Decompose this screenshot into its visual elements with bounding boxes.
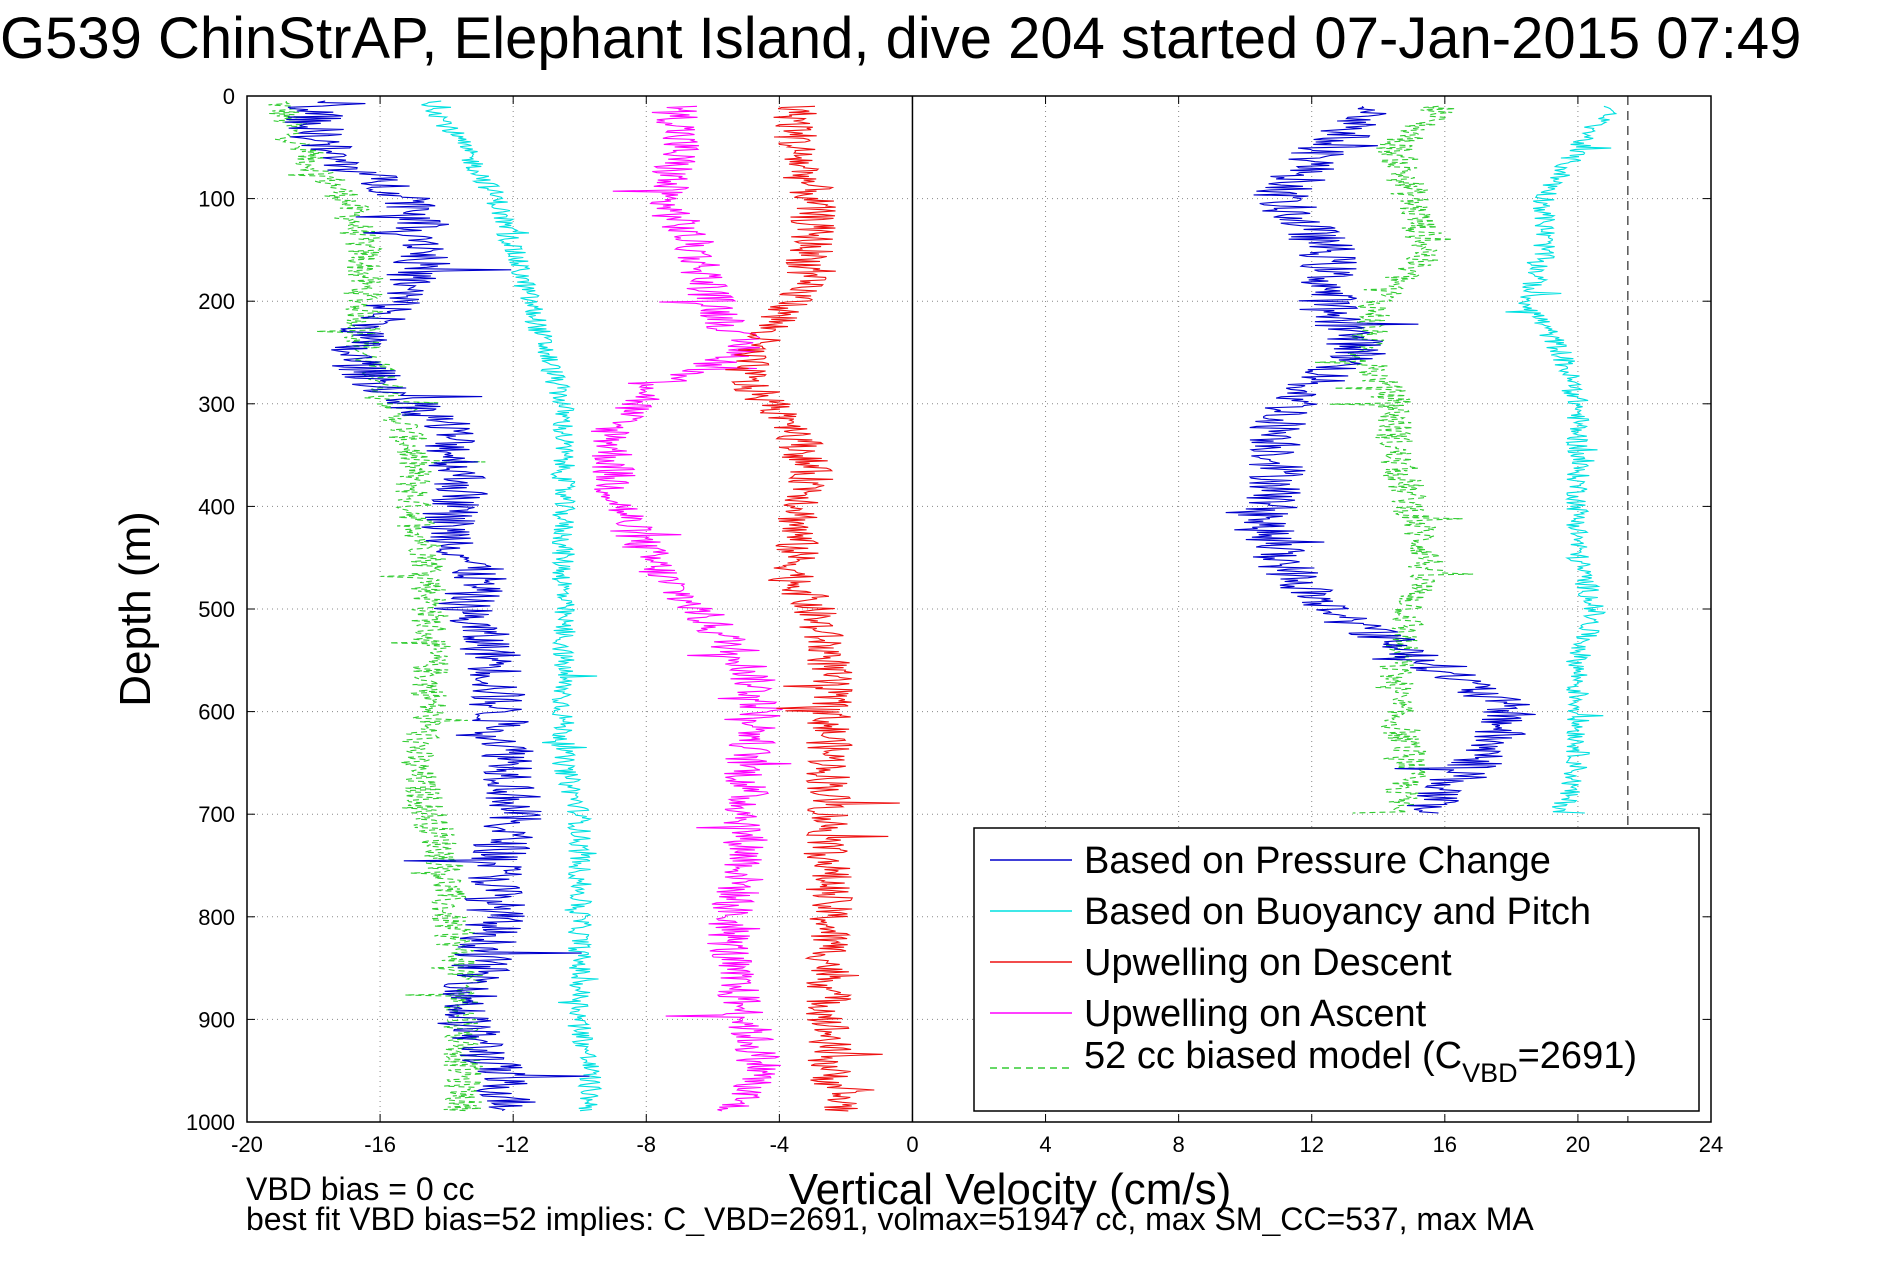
legend-label-ascent: Upwelling on Ascent (1084, 993, 1427, 1035)
legend-label-pressure: Based on Pressure Change (1084, 840, 1551, 882)
legend: Based on Pressure Change Based on Buoyan… (973, 827, 1700, 1112)
x-tick-label: 0 (906, 1132, 918, 1157)
series-line-3-0 (590, 105, 792, 1112)
y-tick-label: 700 (198, 802, 235, 827)
series-line-0-1 (1225, 105, 1536, 814)
legend-model-prefix: 52 cc biased model (C (1084, 1035, 1462, 1077)
y-tick-label: 500 (198, 597, 235, 622)
y-tick-label: 600 (198, 700, 235, 725)
y-tick-label: 100 (198, 187, 235, 212)
tick-labels: -20 -16 -12 -8 -4 0 4 8 12 16 20 24 0 100 200 300 400 500… (186, 84, 1723, 1157)
y-tick-label: 0 (223, 84, 235, 109)
legend-model-subscript: VBD (1462, 1058, 1518, 1088)
legend-label-model: 52 cc biased model (CVBD=2691) (1084, 1035, 1637, 1088)
series-layer (268, 100, 1618, 1112)
x-tick-label: -12 (497, 1132, 529, 1157)
series-line-4-1 (1314, 105, 1474, 814)
x-tick-label: 8 (1173, 1132, 1185, 1157)
series-line-4-0 (268, 100, 486, 1112)
footer-vbd-bias: VBD bias = 0 cc (246, 1172, 475, 1206)
y-tick-label: 200 (198, 289, 235, 314)
legend-box (973, 827, 1700, 1112)
series-line-1-1 (1505, 105, 1618, 814)
series-line-2-0 (725, 105, 900, 1112)
footer-best-fit: best fit VBD bias=52 implies: C_VBD=2691… (246, 1202, 1534, 1236)
series-line-1-0 (421, 100, 603, 1112)
y-tick-label: 1000 (186, 1110, 235, 1135)
y-tick-label: 400 (198, 494, 235, 519)
x-tick-label: -20 (231, 1132, 263, 1157)
legend-model-suffix: =2691) (1518, 1035, 1637, 1077)
y-tick-label: 800 (198, 905, 235, 930)
legend-label-descent: Upwelling on Descent (1084, 942, 1452, 984)
x-axis-label: Vertical Velocity (cm/s) (789, 1165, 1232, 1214)
x-tick-label: 12 (1299, 1132, 1323, 1157)
x-tick-label: 20 (1566, 1132, 1590, 1157)
legend-label-buoyancy: Based on Buoyancy and Pitch (1084, 891, 1591, 933)
y-axis-label: Depth (m) (111, 511, 160, 707)
x-tick-label: 24 (1699, 1132, 1723, 1157)
x-tick-label: 4 (1039, 1132, 1051, 1157)
x-tick-label: -8 (636, 1132, 656, 1157)
y-tick-label: 300 (198, 392, 235, 417)
x-tick-label: -4 (770, 1132, 790, 1157)
chart-title: G539 ChinStrAP, Elephant Island, dive 20… (0, 6, 1802, 71)
x-tick-label: -16 (364, 1132, 396, 1157)
series-line-0-0 (284, 100, 590, 1112)
x-tick-label: 16 (1433, 1132, 1457, 1157)
y-tick-label: 900 (198, 1007, 235, 1032)
